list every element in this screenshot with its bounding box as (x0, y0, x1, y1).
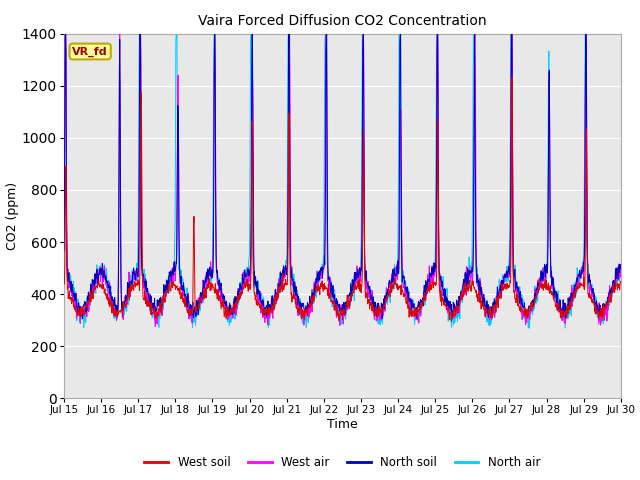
X-axis label: Time: Time (327, 418, 358, 431)
Legend: West soil, West air, North soil, North air: West soil, West air, North soil, North a… (140, 452, 545, 474)
Title: Vaira Forced Diffusion CO2 Concentration: Vaira Forced Diffusion CO2 Concentration (198, 14, 486, 28)
Text: VR_fd: VR_fd (72, 47, 108, 57)
Y-axis label: CO2 (ppm): CO2 (ppm) (6, 182, 19, 250)
